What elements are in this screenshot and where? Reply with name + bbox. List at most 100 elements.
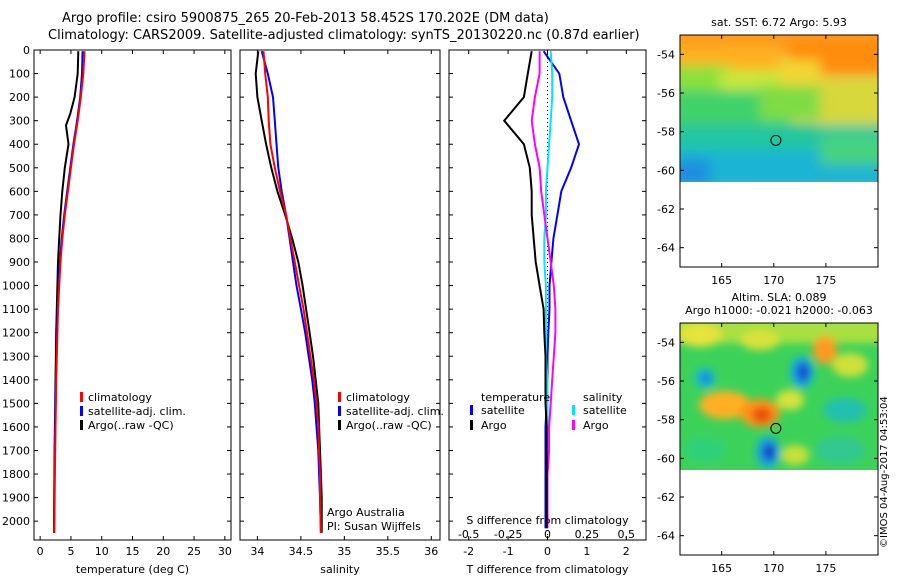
sal-xtick-label: 35.5 xyxy=(376,545,401,558)
float-owner-annotation: PI: Susan Wijffels xyxy=(327,520,421,533)
longitude-tick-label: 170 xyxy=(763,562,784,575)
latitude-tick-label: -62 xyxy=(657,491,675,504)
latitude-tick-label: -60 xyxy=(657,452,675,465)
diff-legend-sal-swatch xyxy=(572,405,575,415)
temp-xtick-label: 30 xyxy=(218,545,232,558)
difference-panel: -2 -1 0 1 2-0.5 -0.25 0 0.25 0.5S difference fro… xyxy=(448,49,647,576)
sal-series-satellite-adj-clim- xyxy=(260,50,322,533)
sdiff-tick-label: 0.25 xyxy=(575,528,600,541)
diff-legend-sal-swatch xyxy=(572,420,575,430)
temp-plot-frame xyxy=(33,49,232,541)
float-owner-annotation: Argo Australia xyxy=(327,506,405,519)
depth-tick-label: 100 xyxy=(9,68,30,81)
sdiff-tick-label: -0.5 xyxy=(458,528,479,541)
temp-series-climatology xyxy=(53,51,86,533)
diff-legend-sal-title: salinity xyxy=(583,391,623,404)
temp-xtick-label: 0 xyxy=(37,545,44,558)
latitude-tick-label: -60 xyxy=(657,164,675,177)
longitude-tick-label: 165 xyxy=(711,562,732,575)
depth-tick-label: 1100 xyxy=(2,303,30,316)
depth-tick-label: 1400 xyxy=(2,374,30,387)
depth-tick-label: 300 xyxy=(9,115,30,128)
sal-xtick-label: 34.5 xyxy=(289,545,314,558)
diff-xtick-label: -2 xyxy=(463,545,474,558)
depth-tick-label: 1800 xyxy=(2,468,30,481)
latitude-tick-label: -64 xyxy=(657,530,675,543)
diff-axis-label: T difference from climatology xyxy=(466,563,629,576)
latitude-tick-label: -64 xyxy=(657,242,675,255)
sal-xtick-label: 36 xyxy=(424,545,438,558)
temp-legend-label: satellite-adj. clim. xyxy=(88,405,186,418)
depth-tick-label: 200 xyxy=(9,91,30,104)
depth-tick-label: 1200 xyxy=(2,327,30,340)
depth-tick-label: 400 xyxy=(9,138,30,151)
depth-tick-label: 0 xyxy=(23,44,30,57)
sla-map-title: Altim. SLA: 0.089 xyxy=(731,291,826,304)
depth-tick-label: 900 xyxy=(9,256,30,269)
sal-xtick-label: 34 xyxy=(250,545,264,558)
sst-map-panel: sat. SST: 6.72 Argo: 5.93 -54 -56 -58 -60 xyxy=(657,16,879,287)
figure-title-line1: Argo profile: csiro 5900875_265 20-Feb-2… xyxy=(62,11,549,26)
temp-legend-label: Argo(..raw -QC) xyxy=(88,419,174,432)
sal-xtick-label: 35 xyxy=(337,545,351,558)
temp-legend-swatch xyxy=(80,392,83,402)
diff-legend-temp-swatch xyxy=(470,420,473,430)
timestamp-watermark: ©IMOS 04-Aug-2017 04:53:04 xyxy=(879,396,890,548)
diff-series-temperature-argo xyxy=(502,51,548,529)
diff-xtick-label: 1 xyxy=(583,545,590,558)
temp-axis-label: temperature (deg C) xyxy=(76,563,189,576)
diff-xtick-label: -1 xyxy=(503,545,514,558)
depth-tick-label: 1600 xyxy=(2,421,30,434)
temp-xtick-label: 25 xyxy=(187,545,201,558)
latitude-tick-label: -58 xyxy=(657,126,675,139)
latitude-tick-label: -54 xyxy=(657,336,675,349)
sal-legend-label: Argo(..raw -QC) xyxy=(346,419,432,432)
sal-series-climatology xyxy=(262,51,322,533)
depth-tick-label: 1300 xyxy=(2,350,30,363)
latitude-tick-label: -54 xyxy=(657,48,675,61)
depth-tick-label: 1500 xyxy=(2,397,30,410)
diff-xtick-label: 2 xyxy=(623,545,630,558)
depth-tick-label: 1700 xyxy=(2,444,30,457)
depth-tick-label: 500 xyxy=(9,162,30,175)
temperature-panel: 0100200300400500600700800900100011001200… xyxy=(2,44,232,576)
diff-legend-temp-swatch xyxy=(470,405,473,415)
latitude-tick-label: -56 xyxy=(657,87,675,100)
sal-plot-frame xyxy=(239,49,441,541)
depth-tick-label: 600 xyxy=(9,185,30,198)
sla-map-frame xyxy=(679,322,879,556)
sla-argo-location-marker xyxy=(770,422,782,434)
sdiff-tick-label: 0 xyxy=(544,528,551,541)
temp-legend-label: climatology xyxy=(88,391,152,404)
sdiff-tick-label: 0.5 xyxy=(618,528,636,541)
temp-legend-swatch xyxy=(80,406,83,416)
sst-map-title: sat. SST: 6.72 Argo: 5.93 xyxy=(711,16,847,29)
sal-legend-swatch xyxy=(338,420,341,430)
longitude-tick-label: 175 xyxy=(815,562,836,575)
diff-legend-temp-title: temperature xyxy=(481,391,550,404)
sla-map-panel: Altim. SLA: 0.089 Argo h1000: -0.021 h20… xyxy=(657,291,879,575)
sdiff-tick-label: -0.25 xyxy=(494,528,522,541)
latitude-tick-label: -62 xyxy=(657,203,675,216)
depth-tick-label: 700 xyxy=(9,209,30,222)
sal-series-argo-raw-qc- xyxy=(254,51,323,533)
depth-tick-label: 2000 xyxy=(2,515,30,528)
sst-argo-location-marker xyxy=(770,134,782,146)
sal-legend-swatch xyxy=(338,392,341,402)
diff-xtick-label: 0 xyxy=(544,545,551,558)
temp-legend-swatch xyxy=(80,420,83,430)
depth-tick-label: 800 xyxy=(9,232,30,245)
diff-series-salinity-argo xyxy=(530,51,557,529)
diff-legend-sal-label: Argo xyxy=(583,419,609,432)
diff-legend-sal-label: satellite xyxy=(583,404,627,417)
diff-legend-temp-label: satellite xyxy=(481,404,525,417)
longitude-tick-label: 175 xyxy=(815,274,836,287)
sst-field xyxy=(680,35,878,182)
longitude-tick-label: 170 xyxy=(763,274,784,287)
salinity-panel: 34 34.5 35 35.5 36 salinity climatologysatelli… xyxy=(239,49,444,576)
sst-map-frame xyxy=(679,34,879,268)
sal-legend-swatch xyxy=(338,406,341,416)
latitude-tick-label: -58 xyxy=(657,414,675,427)
sla-map-subtitle: Argo h1000: -0.021 h2000: -0.063 xyxy=(685,304,873,317)
